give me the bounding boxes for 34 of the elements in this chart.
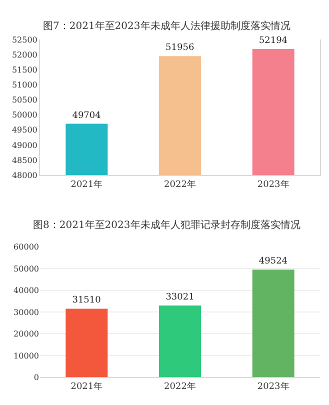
y-tick-label: 20000 — [14, 330, 39, 339]
y-tick-label: 40000 — [14, 286, 39, 296]
data-label: 49524 — [258, 256, 288, 267]
bar — [66, 308, 108, 378]
chart-title: 图7：2021年至2023年未成年人法律援助制度落实情况 — [43, 20, 290, 32]
y-tick-label: 50500 — [12, 96, 38, 105]
x-tick-label: 2021年 — [70, 178, 103, 190]
y-tick-label: 60000 — [14, 242, 39, 252]
data-label: 49704 — [72, 110, 102, 121]
data-label: 31510 — [72, 296, 102, 306]
x-tick-label: 2022年 — [164, 380, 196, 392]
y-tick-label: 30000 — [14, 308, 39, 317]
y-tick-label: 49000 — [12, 140, 38, 150]
data-label: 51956 — [166, 43, 194, 54]
x-tick-label: 2023年 — [257, 380, 290, 392]
x-tick-label: 2023年 — [257, 178, 290, 190]
data-label: 33021 — [166, 292, 194, 302]
y-tick-label: 52500 — [12, 36, 38, 45]
y-tick-label: 52000 — [12, 50, 38, 60]
y-tick-label: 48500 — [12, 156, 38, 165]
y-tick-label: 0 — [34, 372, 39, 382]
x-tick-label: 2021年 — [70, 380, 103, 392]
y-tick-label: 10000 — [14, 351, 39, 360]
y-tick-label: 50000 — [12, 110, 38, 120]
bar — [159, 305, 201, 378]
y-tick-label: 49500 — [12, 126, 38, 135]
chart-title: 图8：2021年至2023年未成年人犯罪记录封存制度落实情况 — [33, 219, 300, 231]
y-tick-label: 48000 — [12, 170, 38, 180]
y-tick-label: 51000 — [12, 80, 38, 90]
y-tick-label: 50000 — [14, 264, 39, 274]
bar — [252, 270, 294, 378]
data-label: 52194 — [258, 36, 288, 46]
y-tick-label: 51500 — [12, 66, 38, 75]
x-tick-label: 2022年 — [164, 178, 196, 190]
